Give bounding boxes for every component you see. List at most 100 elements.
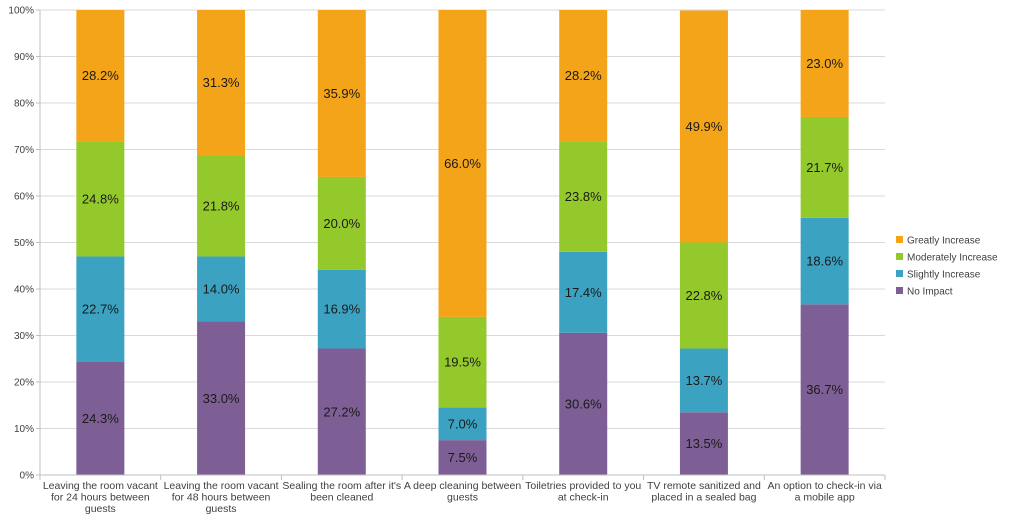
legend-label: Slightly Increase	[907, 270, 981, 281]
bar-segment-greatly-increase	[800, 10, 849, 117]
data-label: 36.7%	[806, 382, 843, 397]
y-tick-label: 10%	[14, 424, 34, 435]
data-label: 22.7%	[82, 302, 119, 317]
x-category-label-line: at check-in	[558, 492, 609, 504]
bars	[76, 10, 849, 475]
x-category-label: Toiletries provided to you at check-in	[525, 480, 641, 504]
data-label: 13.7%	[685, 373, 722, 388]
x-category-label-line: been cleaned	[310, 492, 373, 504]
x-category-label-line: Leaving the room vacant	[43, 480, 158, 492]
x-category-label-line: A deep cleaning between	[404, 480, 522, 492]
bar-segment-moderately-increase	[800, 116, 849, 218]
x-category-label: Sealing the room after it's been cleaned	[282, 480, 401, 504]
x-category-label-line: guests	[447, 492, 478, 504]
data-label: 24.8%	[82, 191, 119, 206]
bar-segment-no-impact	[197, 321, 246, 475]
x-category-label-line: guests	[206, 503, 237, 515]
x-category-label-line: Leaving the room vacant	[164, 480, 279, 492]
legend-swatch	[896, 270, 903, 277]
data-label: 14.0%	[203, 282, 240, 297]
bar-segment-slightly-increase	[438, 407, 487, 441]
data-labels: 24.3% 22.7% 24.8% 28.2% 33.0% 14.0% 21.8% 31.3%…	[82, 56, 844, 465]
data-label: 30.6%	[565, 396, 602, 411]
y-tick-label: 20%	[14, 378, 34, 389]
data-label: 35.9%	[323, 86, 360, 101]
data-label: 23.8%	[565, 189, 602, 204]
x-category-label: An option to check-in via a mobile app	[767, 480, 882, 504]
data-label: 49.9%	[685, 119, 722, 134]
y-tick-label: 70%	[14, 145, 34, 156]
bar-segment-greatly-increase	[438, 10, 487, 317]
x-category-label-line: for 48 hours between	[172, 492, 271, 504]
data-label: 18.6%	[806, 254, 843, 269]
x-category-label-line: TV remote sanitized and	[647, 480, 761, 492]
y-tick-label: 90%	[14, 52, 34, 63]
bar-segment-moderately-increase	[438, 316, 487, 408]
bar-segment-greatly-increase	[679, 10, 728, 243]
bar-segment-no-impact	[559, 332, 608, 475]
data-label: 7.0%	[448, 416, 478, 431]
bar-segment-greatly-increase	[197, 10, 246, 156]
x-category-label-line: for 24 hours between	[51, 492, 150, 504]
legend-label: Moderately Increase	[907, 253, 998, 264]
data-label: 13.5%	[685, 436, 722, 451]
y-axis-tick-labels: 0% 10% 20% 30% 40% 50% 60% 70% 80% 90% 100%	[8, 6, 34, 482]
data-label: 33.0%	[203, 391, 240, 406]
bar-segment-greatly-increase	[76, 10, 125, 142]
bar-segment-no-impact	[800, 304, 849, 475]
data-label: 66.0%	[444, 156, 481, 171]
bar-segment-greatly-increase	[317, 10, 366, 177]
data-label: 28.2%	[565, 68, 602, 83]
bar-segment-no-impact	[679, 412, 728, 475]
x-category-label-line: Sealing the room after it's	[282, 480, 401, 492]
data-label: 21.7%	[806, 160, 843, 175]
data-label: 17.4%	[565, 285, 602, 300]
data-label: 28.2%	[82, 68, 119, 83]
bar-segment-moderately-increase	[76, 141, 125, 257]
data-label: 20.0%	[323, 216, 360, 231]
bar-segment-moderately-increase	[317, 176, 366, 270]
x-category-label-line: Toiletries provided to you	[525, 480, 641, 492]
axes	[36, 9, 886, 480]
bar-segment-moderately-increase	[559, 141, 608, 252]
legend-swatch	[896, 253, 903, 260]
bar-segment-no-impact	[317, 348, 366, 475]
data-label: 19.5%	[444, 355, 481, 370]
bar-segment-moderately-increase	[679, 242, 728, 349]
legend-label: Greatly Increase	[907, 236, 981, 247]
y-tick-label: 30%	[14, 331, 34, 342]
data-label: 7.5%	[448, 450, 478, 465]
x-category-label: Leaving the room vacant for 24 hours betw…	[43, 480, 158, 515]
y-tick-label: 60%	[14, 192, 34, 203]
x-category-label-line: An option to check-in via	[767, 480, 882, 492]
bar-segment-slightly-increase	[559, 251, 608, 333]
bar-segment-slightly-increase	[317, 269, 366, 349]
legend-swatch	[896, 236, 903, 243]
data-label: 22.8%	[685, 288, 722, 303]
x-axis-category-labels: Leaving the room vacant for 24 hours betw…	[43, 480, 882, 515]
x-category-label-line: a mobile app	[795, 492, 855, 504]
x-category-label: Leaving the room vacant for 48 hours betw…	[164, 480, 279, 515]
x-category-label-line: guests	[85, 503, 116, 515]
bar-segment-slightly-increase	[197, 256, 246, 322]
bar-segment-greatly-increase	[559, 10, 608, 142]
data-label: 21.8%	[203, 198, 240, 213]
y-tick-label: 0%	[20, 471, 35, 482]
bar-segment-slightly-increase	[679, 348, 728, 413]
legend: Greatly Increase Moderately Increase Sligh…	[896, 236, 998, 298]
data-label: 24.3%	[82, 411, 119, 426]
bar-segment-no-impact	[76, 362, 125, 475]
y-tick-label: 50%	[14, 238, 34, 249]
legend-label: No Impact	[907, 287, 953, 298]
y-tick-label: 80%	[14, 99, 34, 110]
y-tick-label: 100%	[8, 6, 34, 17]
data-label: 23.0%	[806, 56, 843, 71]
data-label: 27.2%	[323, 404, 360, 419]
bar-segment-moderately-increase	[197, 155, 246, 257]
data-label: 16.9%	[323, 302, 360, 317]
data-label: 31.3%	[203, 75, 240, 90]
x-category-label: A deep cleaning between guests	[404, 480, 522, 504]
bar-segment-slightly-increase	[800, 217, 849, 305]
x-category-label: TV remote sanitized and placed in a seale…	[647, 480, 761, 504]
